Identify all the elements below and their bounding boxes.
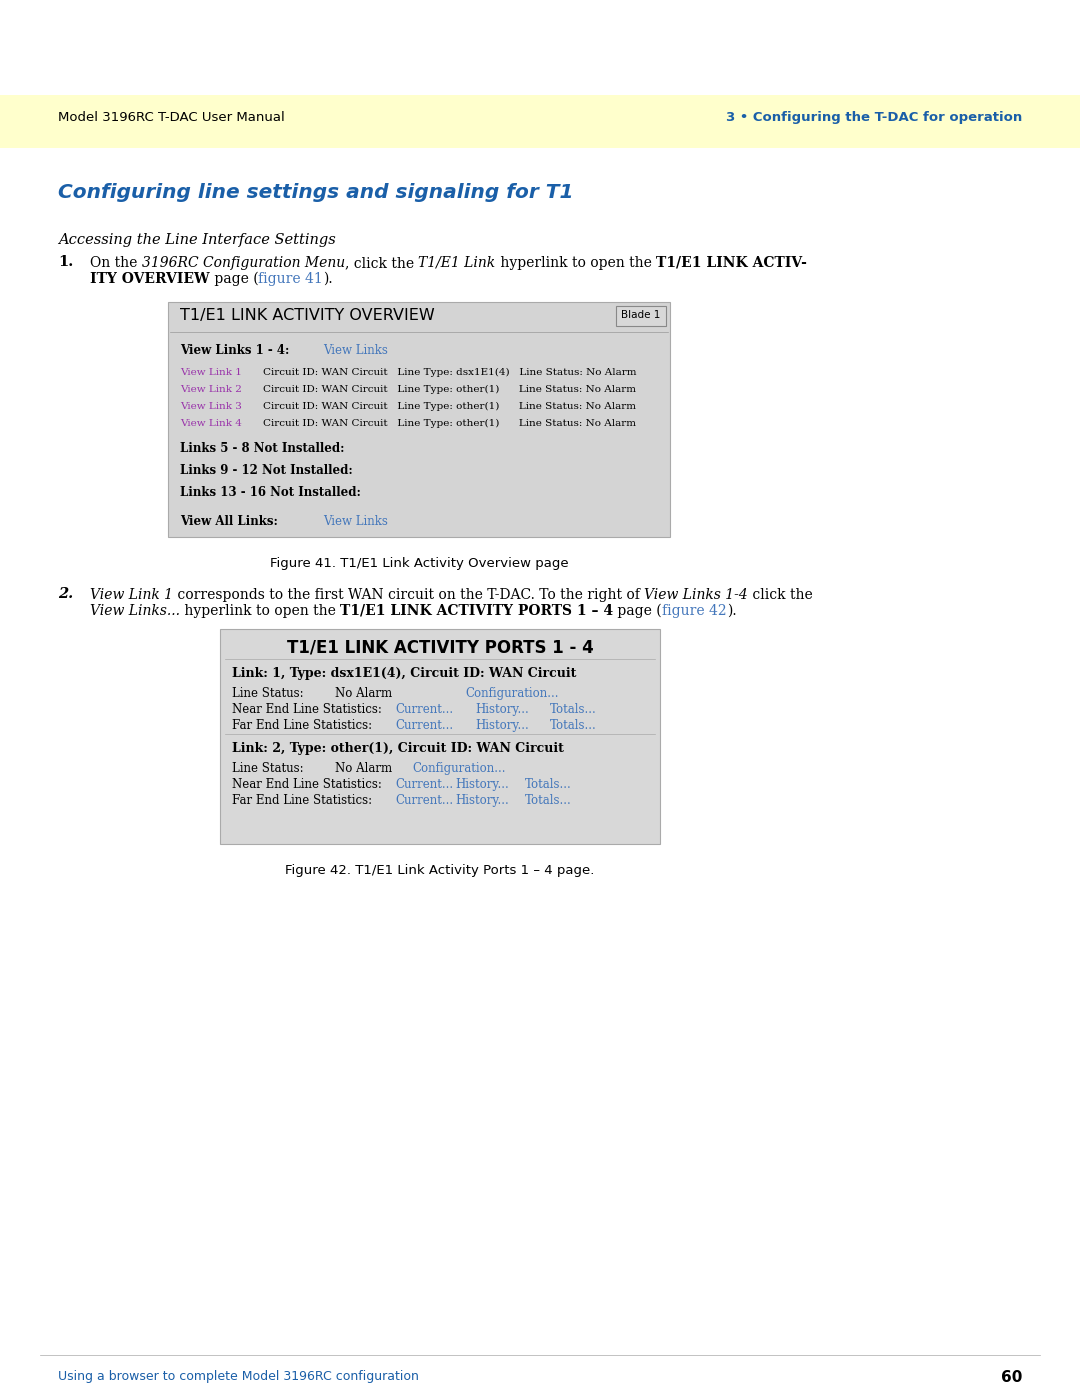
Text: Links 9 - 12 Not Installed:: Links 9 - 12 Not Installed: bbox=[180, 464, 353, 476]
Text: Using a browser to complete Model 3196RC configuration: Using a browser to complete Model 3196RC… bbox=[58, 1370, 419, 1383]
Text: T1/E1 LINK ACTIVITY PORTS 1 – 4: T1/E1 LINK ACTIVITY PORTS 1 – 4 bbox=[340, 604, 613, 617]
Text: 3 • Configuring the T-DAC for operation: 3 • Configuring the T-DAC for operation bbox=[726, 110, 1022, 124]
Text: T1/E1 Link: T1/E1 Link bbox=[418, 256, 496, 270]
Text: View Link 4: View Link 4 bbox=[180, 419, 242, 427]
Text: No Alarm: No Alarm bbox=[335, 761, 392, 775]
Text: click the: click the bbox=[748, 588, 813, 602]
Text: Totals...: Totals... bbox=[550, 703, 597, 717]
Text: T1/E1 LINK ACTIVITY OVERVIEW: T1/E1 LINK ACTIVITY OVERVIEW bbox=[180, 307, 435, 323]
Text: corresponds to the first WAN circuit on the T-DAC. To the right of: corresponds to the first WAN circuit on … bbox=[173, 588, 645, 602]
Text: Link: 1, Type: dsx1E1(4), Circuit ID: WAN Circuit: Link: 1, Type: dsx1E1(4), Circuit ID: WA… bbox=[232, 666, 577, 680]
Text: Far End Line Statistics:: Far End Line Statistics: bbox=[232, 793, 373, 807]
Bar bbox=[220, 629, 660, 844]
Text: T1/E1 LINK ACTIV-: T1/E1 LINK ACTIV- bbox=[656, 256, 807, 270]
Text: , click the: , click the bbox=[345, 256, 418, 270]
Text: 1.: 1. bbox=[58, 256, 73, 270]
Text: Configuration...: Configuration... bbox=[411, 761, 505, 775]
Text: Circuit ID: WAN Circuit   Line Type: other(1)      Line Status: No Alarm: Circuit ID: WAN Circuit Line Type: other… bbox=[264, 419, 636, 427]
Text: Figure 41. T1/E1 Link Activity Overview page: Figure 41. T1/E1 Link Activity Overview … bbox=[270, 557, 568, 570]
Text: Current...: Current... bbox=[395, 778, 454, 791]
Text: Totals...: Totals... bbox=[525, 778, 571, 791]
Text: 60: 60 bbox=[1001, 1370, 1022, 1384]
Text: History...: History... bbox=[455, 778, 509, 791]
Bar bbox=[0, 95, 1080, 148]
Text: View Link 1: View Link 1 bbox=[90, 588, 173, 602]
Text: figure 41: figure 41 bbox=[258, 272, 323, 286]
Text: History...: History... bbox=[455, 793, 509, 807]
Text: Totals...: Totals... bbox=[525, 793, 571, 807]
Text: Near End Line Statistics:: Near End Line Statistics: bbox=[232, 703, 382, 717]
Bar bbox=[616, 306, 666, 326]
Text: ITY OVERVIEW: ITY OVERVIEW bbox=[90, 272, 210, 286]
Text: hyperlink to open the: hyperlink to open the bbox=[496, 256, 656, 270]
Text: hyperlink to open the: hyperlink to open the bbox=[180, 604, 340, 617]
Text: History...: History... bbox=[475, 719, 529, 732]
Text: ).: ). bbox=[323, 272, 333, 286]
Text: Line Status:: Line Status: bbox=[232, 761, 303, 775]
Text: figure 42: figure 42 bbox=[662, 604, 727, 617]
Text: No Alarm: No Alarm bbox=[335, 687, 392, 700]
Text: Accessing the Line Interface Settings: Accessing the Line Interface Settings bbox=[58, 233, 336, 247]
Text: Configuration...: Configuration... bbox=[465, 687, 558, 700]
Text: Blade 1: Blade 1 bbox=[621, 310, 661, 320]
Text: View Link 3: View Link 3 bbox=[180, 402, 242, 411]
Text: 3196RC Configuration Menu: 3196RC Configuration Menu bbox=[141, 256, 345, 270]
Bar bbox=[168, 302, 670, 536]
Text: Configuring line settings and signaling for T1: Configuring line settings and signaling … bbox=[58, 183, 573, 203]
Text: View All Links:: View All Links: bbox=[180, 515, 278, 528]
Text: Current...: Current... bbox=[395, 793, 454, 807]
Text: ).: ). bbox=[727, 604, 737, 617]
Text: View Links 1 - 4:: View Links 1 - 4: bbox=[180, 344, 289, 358]
Text: Near End Line Statistics:: Near End Line Statistics: bbox=[232, 778, 382, 791]
Text: Circuit ID: WAN Circuit   Line Type: other(1)      Line Status: No Alarm: Circuit ID: WAN Circuit Line Type: other… bbox=[264, 386, 636, 394]
Text: Link: 2, Type: other(1), Circuit ID: WAN Circuit: Link: 2, Type: other(1), Circuit ID: WAN… bbox=[232, 742, 564, 754]
Text: Circuit ID: WAN Circuit   Line Type: other(1)      Line Status: No Alarm: Circuit ID: WAN Circuit Line Type: other… bbox=[264, 402, 636, 411]
Text: T1/E1 LINK ACTIVITY PORTS 1 - 4: T1/E1 LINK ACTIVITY PORTS 1 - 4 bbox=[286, 638, 593, 657]
Text: Totals...: Totals... bbox=[550, 719, 597, 732]
Text: Circuit ID: WAN Circuit   Line Type: dsx1E1(4)   Line Status: No Alarm: Circuit ID: WAN Circuit Line Type: dsx1E… bbox=[264, 367, 636, 377]
Text: Line Status:: Line Status: bbox=[232, 687, 303, 700]
Text: Current...: Current... bbox=[395, 703, 454, 717]
Text: View Links...: View Links... bbox=[90, 604, 180, 617]
Text: View Links: View Links bbox=[323, 344, 395, 358]
Text: History...: History... bbox=[475, 703, 529, 717]
Text: Figure 42. T1/E1 Link Activity Ports 1 – 4 page.: Figure 42. T1/E1 Link Activity Ports 1 –… bbox=[285, 863, 595, 877]
Text: page (: page ( bbox=[210, 272, 258, 286]
Text: page (: page ( bbox=[613, 604, 662, 619]
Text: View Links: View Links bbox=[323, 515, 395, 528]
Text: View Links 1-4: View Links 1-4 bbox=[645, 588, 748, 602]
Text: Links 13 - 16 Not Installed:: Links 13 - 16 Not Installed: bbox=[180, 486, 361, 499]
Text: 2.: 2. bbox=[58, 587, 73, 601]
Text: Current...: Current... bbox=[395, 719, 454, 732]
Text: View Link 2: View Link 2 bbox=[180, 386, 242, 394]
Text: Model 3196RC T-DAC User Manual: Model 3196RC T-DAC User Manual bbox=[58, 110, 285, 124]
Text: Far End Line Statistics:: Far End Line Statistics: bbox=[232, 719, 373, 732]
Text: On the: On the bbox=[90, 256, 141, 270]
Text: Links 5 - 8 Not Installed:: Links 5 - 8 Not Installed: bbox=[180, 441, 345, 455]
Text: View Link 1: View Link 1 bbox=[180, 367, 242, 377]
